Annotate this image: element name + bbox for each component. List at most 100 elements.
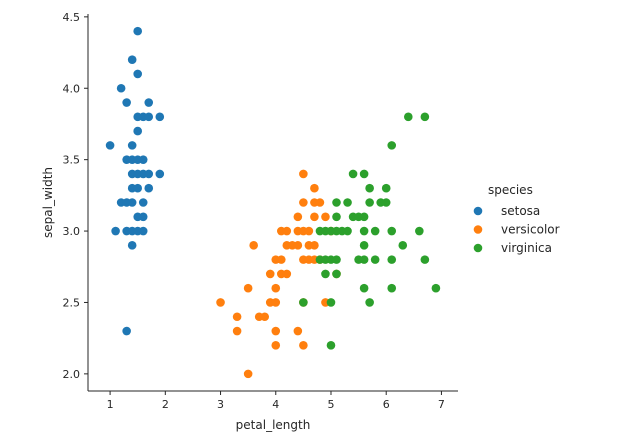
virginica-point — [359, 226, 369, 236]
virginica-point — [431, 283, 441, 293]
virginica-point — [370, 226, 380, 236]
legend-label-versicolor: versicolor — [501, 223, 560, 237]
virginica-point — [359, 212, 369, 222]
virginica-point — [321, 269, 330, 279]
setosa-point — [127, 141, 137, 150]
setosa-point — [138, 155, 148, 164]
setosa-point — [144, 112, 154, 122]
setosa-point — [133, 183, 143, 193]
versicolor-point — [310, 212, 319, 222]
setosa-point — [116, 83, 126, 93]
virginica-point — [387, 141, 397, 150]
virginica-point — [332, 255, 341, 264]
versicolor-point — [315, 198, 325, 207]
setosa-point — [127, 55, 137, 64]
x-axis-ticks: 1 2 3 4 5 6 7 — [107, 391, 445, 411]
virginica-point — [343, 226, 352, 236]
versicolor-point — [299, 169, 308, 179]
versicolor-point — [276, 255, 286, 264]
setosa-point — [138, 212, 148, 222]
legend-marker-virginica — [473, 243, 483, 253]
setosa-point — [138, 226, 148, 236]
setosa-point — [138, 198, 148, 207]
virginica-point — [359, 255, 369, 264]
virginica-point — [299, 298, 308, 307]
y-tick-label: 2.5 — [63, 296, 81, 309]
versicolor-point — [299, 198, 308, 207]
points-layer — [105, 26, 441, 379]
virginica-point — [420, 255, 430, 264]
x-tick-label: 2 — [162, 398, 169, 411]
versicolor-point — [243, 369, 253, 379]
versicolor-point — [293, 212, 303, 222]
versicolor-point — [271, 326, 281, 336]
versicolor-point — [321, 212, 330, 222]
virginica-point — [381, 183, 391, 193]
x-tick-label: 6 — [383, 398, 390, 411]
legend-marker-versicolor — [473, 225, 483, 234]
versicolor-point — [310, 183, 319, 193]
setosa-point — [122, 98, 131, 107]
setosa-point — [133, 126, 143, 136]
setosa-point — [127, 198, 137, 207]
virginica-point — [348, 169, 358, 179]
virginica-point — [332, 269, 341, 279]
y-tick-label: 3.0 — [63, 225, 81, 238]
virginica-point — [387, 226, 397, 236]
setosa-point — [127, 241, 137, 250]
versicolor-point — [293, 326, 303, 336]
versicolor-point — [271, 341, 281, 350]
virginica-point — [365, 183, 374, 193]
legend-items: setosa versicolor virginica — [473, 204, 560, 255]
virginica-point — [359, 241, 369, 250]
versicolor-point — [265, 269, 275, 279]
virginica-point — [359, 169, 369, 179]
x-tick-label: 4 — [272, 398, 279, 411]
versicolor-point — [299, 341, 308, 350]
virginica-point — [387, 283, 397, 293]
versicolor-point — [216, 298, 225, 307]
series-setosa — [105, 26, 165, 336]
x-tick-label: 3 — [217, 398, 224, 411]
virginica-point — [370, 255, 380, 264]
setosa-point — [105, 141, 115, 150]
setosa-point — [144, 169, 154, 179]
virginica-point — [381, 198, 391, 207]
virginica-point — [326, 341, 336, 350]
legend: species setosa versicolor virginica — [473, 183, 560, 255]
virginica-point — [326, 298, 336, 307]
virginica-point — [420, 112, 430, 122]
x-tick-label: 1 — [107, 398, 114, 411]
versicolor-point — [293, 241, 303, 250]
legend-label-setosa: setosa — [501, 204, 540, 218]
setosa-point — [111, 226, 120, 236]
virginica-point — [332, 212, 341, 222]
setosa-point — [133, 26, 143, 36]
virginica-point — [359, 283, 369, 293]
versicolor-point — [249, 241, 258, 250]
y-axis-ticks: 2.0 2.5 3.0 3.5 4.0 4.5 — [63, 11, 88, 381]
x-tick-label: 7 — [438, 398, 445, 411]
versicolor-point — [310, 241, 319, 250]
versicolor-point — [304, 226, 314, 236]
virginica-point — [398, 241, 408, 250]
virginica-point — [365, 198, 374, 207]
y-axis-label: sepal_width — [41, 167, 55, 238]
versicolor-point — [271, 298, 281, 307]
series-virginica — [299, 112, 441, 350]
versicolor-point — [243, 283, 253, 293]
virginica-point — [387, 255, 397, 264]
versicolor-point — [260, 312, 270, 322]
virginica-point — [343, 198, 352, 207]
y-tick-label: 4.5 — [63, 11, 81, 24]
setosa-point — [122, 326, 131, 336]
setosa-point — [155, 169, 165, 179]
x-tick-label: 5 — [327, 398, 334, 411]
setosa-point — [144, 183, 154, 193]
virginica-point — [415, 226, 424, 236]
setosa-point — [133, 69, 143, 79]
x-axis-label: petal_length — [236, 418, 311, 432]
y-tick-label: 4.0 — [63, 82, 81, 95]
virginica-point — [332, 198, 341, 207]
